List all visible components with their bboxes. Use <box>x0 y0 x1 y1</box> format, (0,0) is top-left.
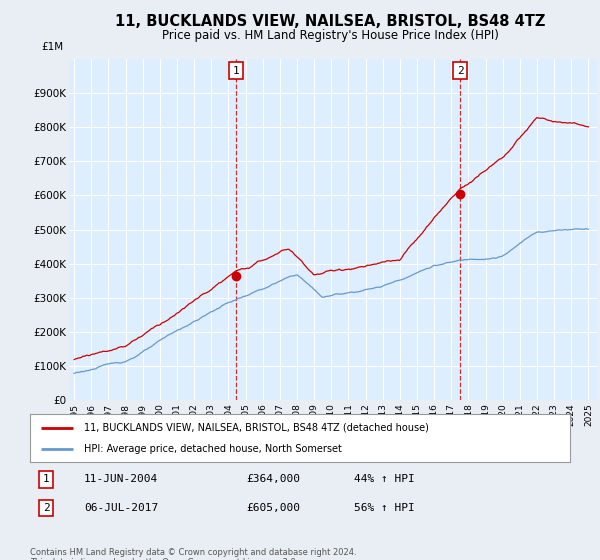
Text: Contains HM Land Registry data © Crown copyright and database right 2024.
This d: Contains HM Land Registry data © Crown c… <box>30 548 356 560</box>
Text: 56% ↑ HPI: 56% ↑ HPI <box>354 503 415 513</box>
Text: 2: 2 <box>457 66 463 76</box>
Text: £364,000: £364,000 <box>246 474 300 484</box>
Text: £1M: £1M <box>41 42 64 52</box>
Text: £605,000: £605,000 <box>246 503 300 513</box>
Text: Price paid vs. HM Land Registry's House Price Index (HPI): Price paid vs. HM Land Registry's House … <box>161 29 499 42</box>
Text: 11, BUCKLANDS VIEW, NAILSEA, BRISTOL, BS48 4TZ: 11, BUCKLANDS VIEW, NAILSEA, BRISTOL, BS… <box>115 14 545 29</box>
Text: 06-JUL-2017: 06-JUL-2017 <box>84 503 158 513</box>
Text: 44% ↑ HPI: 44% ↑ HPI <box>354 474 415 484</box>
Text: 2: 2 <box>43 503 50 513</box>
Text: 11-JUN-2004: 11-JUN-2004 <box>84 474 158 484</box>
Text: HPI: Average price, detached house, North Somerset: HPI: Average price, detached house, Nort… <box>84 444 342 454</box>
Text: 1: 1 <box>43 474 50 484</box>
Text: 1: 1 <box>233 66 239 76</box>
Text: 11, BUCKLANDS VIEW, NAILSEA, BRISTOL, BS48 4TZ (detached house): 11, BUCKLANDS VIEW, NAILSEA, BRISTOL, BS… <box>84 423 429 433</box>
